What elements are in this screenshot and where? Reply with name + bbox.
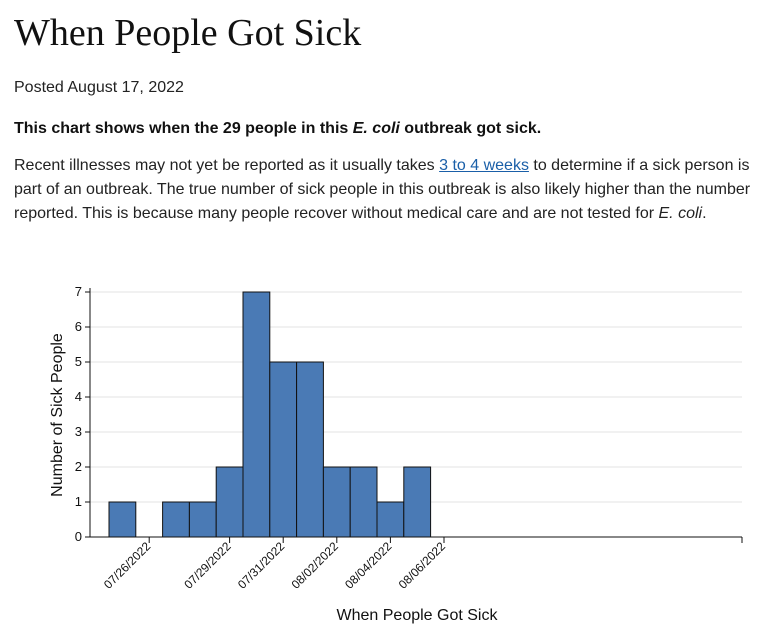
bar-08-04-2022[interactable] [376, 501, 405, 538]
posted-date: Posted August 17, 2022 [14, 79, 184, 96]
x-tick-label: 08/02/2022 [289, 539, 342, 592]
bar-07-29-2022[interactable] [215, 466, 244, 538]
x-axis: 07/26/2022 07/29/2022 07/31/2022 08/02/2022… [90, 536, 743, 592]
y-tick-label: 0 [75, 529, 82, 544]
note-text-end: . [702, 205, 707, 222]
y-axis: 0 1 2 3 4 5 6 7 [75, 284, 91, 544]
chart-intro: This chart shows when the 29 people in t… [14, 118, 774, 140]
x-tick-label: 07/26/2022 [101, 539, 154, 592]
bar-08-02-2022[interactable] [322, 466, 351, 538]
bar-07-30-2022[interactable] [242, 291, 271, 538]
reporting-note: Recent illnesses may not yet be reported… [14, 154, 770, 226]
bars [108, 291, 432, 538]
bar-07-27-2022[interactable] [162, 501, 190, 538]
y-tick-label: 2 [75, 459, 82, 474]
bar-08-05-2022[interactable] [403, 466, 432, 538]
x-axis-label: When People Got Sick [337, 607, 499, 624]
y-tick-label: 7 [75, 284, 82, 299]
bar-07-28-2022[interactable] [188, 501, 217, 538]
page: When People Got Sick Posted August 17, 2… [14, 0, 774, 226]
x-tick-label: 08/06/2022 [396, 539, 449, 592]
intro-italic: E. coli [352, 120, 400, 137]
y-tick-label: 3 [75, 424, 82, 439]
y-axis-label: Number of Sick People [49, 333, 66, 497]
note-text-before: Recent illnesses may not yet be reported… [14, 157, 440, 174]
bar-07-31-2022[interactable] [269, 361, 298, 538]
x-tick-label: 08/04/2022 [342, 539, 395, 592]
intro-text-after: outbreak got sick. [399, 120, 542, 137]
bar-07-25-2022[interactable] [108, 501, 137, 538]
x-tick-label: 07/29/2022 [181, 539, 234, 592]
y-tick-label: 4 [75, 389, 82, 404]
x-tick-label: 07/31/2022 [235, 539, 288, 592]
weeks-link[interactable]: 3 to 4 weeks [439, 157, 529, 174]
y-tick-label: 1 [75, 494, 82, 509]
note-italic: E. coli [658, 205, 703, 222]
y-tick-label: 6 [75, 319, 82, 334]
note-text-after: to determine if a sick person is part of… [14, 157, 751, 222]
y-tick-label: 5 [75, 354, 82, 369]
bar-08-03-2022[interactable] [349, 466, 378, 538]
intro-text-before: This chart shows when the 29 people in t… [14, 120, 353, 137]
page-title: When People Got Sick [14, 12, 362, 54]
bar-08-01-2022[interactable] [296, 361, 324, 538]
